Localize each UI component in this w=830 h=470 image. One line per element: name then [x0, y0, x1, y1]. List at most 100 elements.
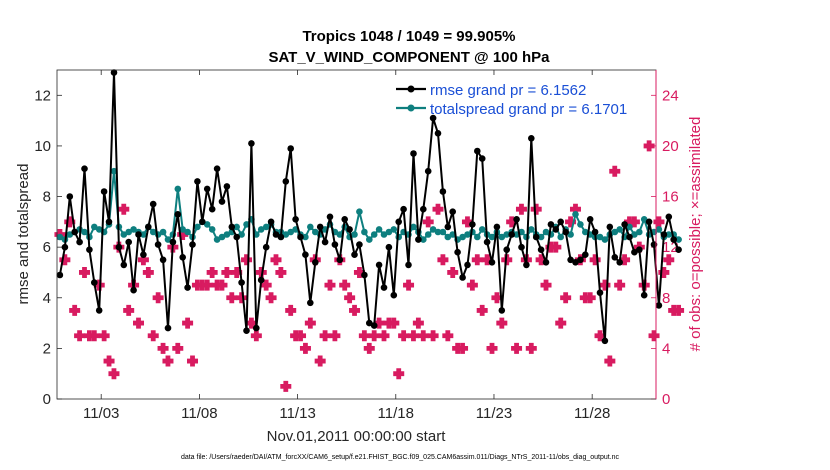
rmse-point — [135, 231, 142, 238]
rmse-point — [670, 236, 677, 243]
rmse-point — [252, 324, 260, 332]
totalspread-point — [537, 233, 545, 241]
rmse-point — [537, 246, 545, 253]
obs-count-point — [64, 216, 76, 228]
rmse-point — [464, 261, 471, 269]
totalspread-point — [503, 231, 511, 238]
totalspread-point — [582, 228, 589, 236]
rmse-point — [115, 243, 123, 251]
rmse-point — [194, 178, 201, 185]
obs-count-point — [486, 342, 498, 354]
obs-count-point — [221, 266, 233, 278]
legend-rmse-marker — [407, 85, 415, 93]
rmse-point — [631, 248, 638, 256]
rmse-point — [547, 221, 555, 228]
totalspread-point — [616, 226, 623, 233]
rmse-point — [405, 261, 412, 269]
totalspread-point — [474, 233, 481, 241]
totalspread-point — [257, 226, 265, 233]
obs-count-point — [589, 254, 601, 266]
x-axis-ticks: 11/03 11/08 11/13 11/18 11/23 11/28 — [83, 70, 610, 422]
obs-count-point — [378, 330, 390, 342]
obs-count-point — [427, 330, 439, 342]
rmse-point — [361, 271, 368, 279]
obs-count-point — [673, 304, 685, 316]
rmse-point — [454, 248, 461, 256]
obs-count-point — [275, 266, 287, 278]
rmse-point — [61, 243, 69, 251]
totalspread-point — [577, 221, 584, 228]
totalspread-point — [375, 226, 383, 233]
rmse-point — [76, 238, 83, 246]
totalspread-point — [336, 231, 344, 238]
obs-count-point — [177, 229, 189, 241]
rmse-point — [366, 319, 373, 327]
rmse-point — [483, 238, 491, 246]
rmse-point — [508, 231, 515, 238]
obs-count-point — [461, 216, 473, 228]
totalspread-point — [307, 223, 314, 231]
totalspread-point — [208, 226, 216, 233]
chart-title: Tropics 1048 / 1049 = 99.905% — [302, 28, 515, 45]
rmse-point — [577, 256, 584, 264]
rmse-point — [645, 218, 653, 226]
obs-count-point — [280, 380, 292, 392]
totalspread-point — [302, 233, 309, 241]
rmse-point — [71, 228, 78, 236]
rmse-point — [429, 114, 437, 122]
totalspread-point — [81, 228, 88, 236]
rmse-point — [228, 223, 236, 231]
obs-count-point — [560, 292, 572, 304]
rmse-point — [478, 155, 486, 162]
obs-count-point — [368, 330, 380, 342]
right-y-tick-label: 0 — [662, 391, 670, 408]
y-tick-label: 6 — [43, 239, 51, 256]
obs-count-point — [653, 216, 665, 228]
legend-spread-marker — [407, 104, 415, 112]
obs-count-point — [417, 330, 429, 342]
obs-count-point — [339, 279, 351, 291]
obs-count-point — [329, 330, 341, 342]
rmse-point — [326, 213, 334, 221]
obs-count-point — [511, 342, 523, 354]
obs-count-point — [442, 330, 454, 342]
rmse-point — [297, 233, 304, 241]
rmse-point — [415, 236, 422, 243]
rmse-point — [179, 253, 186, 261]
obs-count-point — [152, 292, 164, 304]
obs-count-point — [74, 330, 86, 342]
obs-count-point — [206, 266, 218, 278]
totalspread-point — [665, 231, 673, 238]
totalspread-point — [439, 228, 447, 236]
rmse-point — [248, 140, 255, 147]
y-axis-label: rmse and totalspread — [15, 164, 32, 305]
obs-count-point — [407, 330, 419, 342]
totalspread-point — [223, 231, 231, 238]
totalspread-point — [380, 231, 388, 238]
totalspread-point — [434, 228, 442, 236]
rmse-point — [307, 299, 314, 307]
rmse-point — [488, 259, 496, 266]
totalspread-point — [174, 185, 182, 193]
rmse-point — [640, 291, 648, 299]
obs-count-point — [373, 317, 385, 329]
rmse-point — [572, 259, 579, 266]
rmse-point — [331, 241, 339, 248]
rmse-point — [95, 307, 103, 314]
obs-count-point — [226, 292, 238, 304]
rmse-point — [420, 205, 427, 213]
totalspread-point — [184, 228, 191, 236]
totalspread-point — [66, 231, 74, 238]
rmse-point — [321, 238, 329, 246]
totalspread-point — [366, 236, 373, 243]
obs-count-point — [59, 254, 71, 266]
rmse-point — [56, 271, 64, 279]
rmse-point — [626, 233, 633, 241]
rmse-point — [100, 188, 108, 195]
rmse-point — [199, 218, 206, 226]
obs-count-point — [295, 330, 307, 342]
obs-count-point — [285, 304, 297, 316]
obs-count-point — [619, 254, 631, 266]
x-tick-label: 11/03 — [83, 405, 119, 422]
